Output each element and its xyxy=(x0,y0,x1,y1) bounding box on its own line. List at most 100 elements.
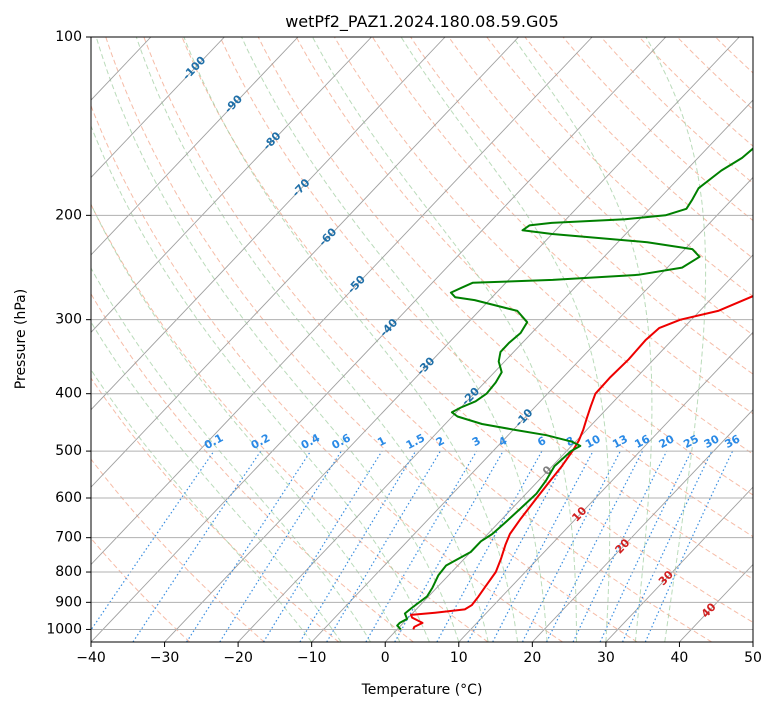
dry-adiabat xyxy=(600,37,753,184)
moist-adiabat xyxy=(645,37,707,642)
dry-adiabat xyxy=(257,37,753,538)
dry-adiabat xyxy=(638,37,753,147)
mixing-ratio-label: 25 xyxy=(681,432,701,451)
chart-title: wetPf2_PAZ1.2024.180.08.59.G05 xyxy=(285,12,559,32)
moist-adiabat xyxy=(400,37,611,642)
dry-adiabat xyxy=(105,37,638,642)
isotherm xyxy=(0,37,77,642)
mixing-ratio-line xyxy=(299,450,417,642)
mixing-ratio-label: 20 xyxy=(657,432,677,451)
mixing-ratio-line xyxy=(644,450,734,642)
dry-adiabat xyxy=(91,203,489,642)
y-tick-label: 700 xyxy=(55,530,82,546)
moist-adiabat xyxy=(91,203,401,642)
y-axis-label: Pressure (hPa) xyxy=(13,289,29,389)
moist-adiabat xyxy=(241,37,548,642)
mixing-ratio-labels: 0.1 0.2 0.4 0.6 1 1.5 2 3 4 6 8 10 13 16 20 25 30 36 xyxy=(202,431,742,452)
dry-adiabat xyxy=(524,37,753,259)
moist-adiabat xyxy=(95,37,460,642)
x-tick-label: 40 xyxy=(671,650,689,666)
profiles xyxy=(396,147,753,631)
mixing-ratio-label: 0.2 xyxy=(249,431,272,452)
isotherm xyxy=(91,37,372,333)
mixing-ratio-line xyxy=(436,450,543,642)
isotherm xyxy=(91,37,593,566)
isotherm xyxy=(237,99,753,642)
mixing-ratio-line xyxy=(467,450,571,642)
x-tick-label: 50 xyxy=(744,650,762,666)
isotherm xyxy=(458,331,753,642)
dry-adiabat xyxy=(91,104,563,642)
y-tick-label: 600 xyxy=(55,490,82,506)
mixing-ratio-line xyxy=(132,450,262,642)
isotherm xyxy=(91,37,667,642)
x-tick-label: 20 xyxy=(523,650,541,666)
isotherm xyxy=(752,641,753,642)
mixing-ratio-line xyxy=(186,450,312,642)
y-tick-label: 100 xyxy=(55,29,82,45)
isotherm xyxy=(531,409,753,642)
moist-adiabat xyxy=(135,37,489,642)
x-axis-ticks: −40 −30 −20 −10 0 10 20 30 40 50 xyxy=(76,642,762,666)
y-tick-label: 900 xyxy=(55,594,82,610)
mixing-ratio-line xyxy=(572,450,668,642)
isotherm xyxy=(91,37,446,411)
y-tick-label: 300 xyxy=(55,312,82,328)
mixing-ratio-label: 0.6 xyxy=(330,431,354,452)
x-tick-label: 30 xyxy=(597,650,615,666)
y-tick-label: 200 xyxy=(55,207,82,223)
mixing-ratio-label: 1.5 xyxy=(404,431,427,452)
dry-adiabat xyxy=(754,37,775,642)
y-tick-label: 1000 xyxy=(46,621,82,637)
y-tick-label: 800 xyxy=(55,564,82,580)
mixing-ratio-label: 13 xyxy=(610,432,630,451)
y-tick-label: 500 xyxy=(55,443,82,459)
dry-adiabat xyxy=(372,37,753,415)
moist-adiabat xyxy=(91,368,313,642)
isotherm xyxy=(91,37,299,256)
dry-adiabat xyxy=(410,37,753,375)
mixing-ratio-label: 30 xyxy=(702,432,722,451)
mixing-ratio-label: 10 xyxy=(583,432,603,451)
dry-adiabat xyxy=(91,458,265,642)
x-axis-label: Temperature (°C) xyxy=(361,682,483,698)
isotherm xyxy=(91,37,519,488)
mixing-ratio-line xyxy=(546,450,644,642)
moist-adiabat xyxy=(183,37,519,642)
mixing-ratio-label: 16 xyxy=(632,432,652,451)
x-tick-label: −40 xyxy=(76,650,106,666)
dry-adiabat xyxy=(562,37,753,222)
mixing-ratio-line xyxy=(219,450,342,642)
x-tick-label: 0 xyxy=(381,650,390,666)
dry-adiabat xyxy=(91,537,191,642)
temperature-profile-line xyxy=(410,295,753,630)
mixing-ratio-label: 0.4 xyxy=(299,431,323,452)
mixing-ratio-label: 36 xyxy=(723,432,743,451)
mixing-ratio-line xyxy=(521,450,621,642)
y-tick-label: 400 xyxy=(55,386,82,402)
pressure-gridlines xyxy=(91,36,753,630)
background-lines xyxy=(0,37,775,642)
isotherm xyxy=(605,486,753,642)
dry-adiabat xyxy=(448,37,753,336)
dry-adiabat xyxy=(295,37,753,496)
dry-adiabat xyxy=(715,37,753,74)
moist-adiabat xyxy=(512,37,653,642)
isotherm xyxy=(164,37,740,642)
dry-adiabat xyxy=(91,293,414,642)
moist-adiabat xyxy=(312,37,577,642)
isotherm xyxy=(0,37,4,642)
mixing-ratio-label: 3 xyxy=(470,434,483,449)
y-axis-ticks: 100 200 300 400 500 600 700 800 900 1000 xyxy=(46,29,91,637)
mixing-ratio-line xyxy=(91,450,215,631)
moist-adiabat xyxy=(91,321,342,642)
mixing-ratio-label: 2 xyxy=(434,434,447,449)
x-tick-label: 10 xyxy=(450,650,468,666)
moist-adiabat xyxy=(91,267,371,642)
dry-adiabat xyxy=(181,37,753,623)
dewpoint-profile-line xyxy=(396,147,753,631)
dry-adiabat xyxy=(219,37,753,580)
isotherm xyxy=(91,37,225,179)
